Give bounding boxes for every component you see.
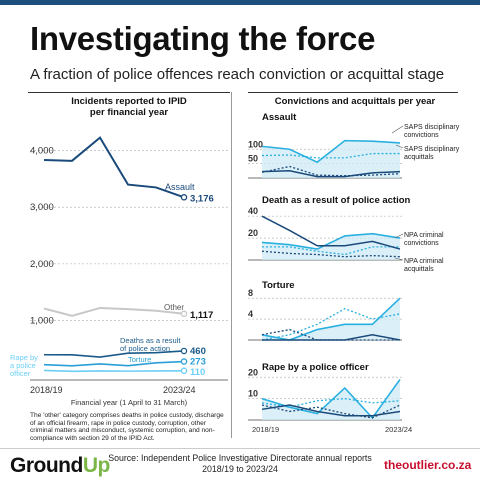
source-line-1: Source: Independent Police Investigative… — [108, 453, 372, 463]
left-series-line-assault — [43, 136, 185, 199]
legend-saps-acquittals: acquittals — [404, 154, 434, 161]
page-title: Investigating the force — [30, 20, 376, 57]
panel-line-saps-convictions-death — [261, 232, 401, 250]
panel-area-torture — [262, 298, 400, 340]
left-series-endpoint-other — [180, 310, 188, 318]
right-x-tick-label: 2018/19 — [252, 425, 279, 434]
left-end-value-label: 1,117 — [190, 310, 213, 321]
left-panel-heading: Incidents reported to IPID per financial… — [71, 96, 187, 118]
panel-line-npa-acquittals-rape — [261, 404, 401, 419]
panel-line-npa-acquittals-death — [261, 250, 401, 258]
left-y-tick-label: 1,000 — [30, 315, 54, 326]
left-series-line-other — [43, 306, 185, 317]
panel-line-npa-convictions-death — [261, 215, 401, 250]
panel-line-npa-convictions-assault — [261, 170, 401, 178]
legend-saps-convictions: convictions — [404, 132, 439, 139]
left-x-tick-label: 2023/24 — [163, 385, 196, 395]
panel-y-tick-label-torture: 8 — [248, 288, 253, 298]
panel-line-saps-convictions-torture — [261, 297, 401, 341]
left-end-value-label: 110 — [190, 367, 205, 378]
left-series-label-deaths: Deaths as a result — [120, 336, 181, 345]
legend-leader-line — [391, 125, 404, 134]
panel-line-saps-acquittals-assault — [261, 152, 400, 159]
footer — [0, 448, 480, 481]
source-line-2: 2018/19 to 2023/24 — [202, 464, 278, 474]
legend-npa-acquittals: NPA criminal — [404, 258, 444, 265]
left-series-line-rape — [43, 369, 185, 373]
legend-npa-convictions: convictions — [404, 240, 439, 247]
panel-line-npa-acquittals-assault — [261, 165, 401, 177]
panel-title-rape: Rape by a police officer — [262, 362, 369, 373]
right-divider — [248, 92, 458, 93]
left-series-label-rape: Rape by — [10, 353, 38, 362]
left-series-label-assault: Assault — [165, 182, 195, 192]
legend-leader-line — [395, 144, 404, 149]
panel-line-saps-convictions-assault — [261, 139, 401, 164]
theoutlier-logo[interactable]: theoutlier.co.za — [384, 458, 472, 472]
panel-y-tick-label-death: 20 — [248, 228, 258, 238]
legend-npa-acquittals: acquittals — [404, 266, 434, 273]
panel-line-npa-acquittals-torture — [261, 328, 400, 341]
right-x-tick-label: 2023/24 — [385, 425, 412, 434]
left-end-value-label: 273 — [190, 357, 206, 368]
panel-y-tick-label-rape: 20 — [248, 367, 258, 377]
panel-line-saps-acquittals-death — [262, 246, 400, 256]
charts-canvas: 1,000 2,000 3,000 4,000 2018/19 2023/24 Financ… — [10, 112, 460, 434]
panel-title-death: Death as a result of police action — [262, 195, 411, 206]
legend-leader-line — [394, 257, 404, 261]
panel-area-assault — [262, 140, 400, 178]
panel-y-tick-label-torture: 4 — [248, 309, 253, 319]
panel-y-tick-label-assault: 50 — [248, 154, 258, 164]
groundup-logo[interactable]: GroundUp — [10, 454, 110, 478]
left-series-line-torture — [43, 360, 185, 367]
left-y-tick-label: 2,000 — [30, 259, 54, 270]
left-series-endpoint-assault — [180, 194, 188, 201]
left-series-label-torture: Torture — [128, 355, 151, 364]
left-series-label-rape: officer — [10, 369, 31, 378]
left-end-value-label: 3,176 — [190, 193, 214, 204]
panel-y-tick-label-death: 40 — [248, 206, 258, 216]
panel-title-torture: Torture — [262, 280, 295, 291]
left-y-tick-label: 3,000 — [30, 202, 54, 213]
top-accent-bar — [0, 0, 480, 5]
left-divider — [28, 92, 230, 93]
vertical-divider — [231, 92, 232, 438]
left-x-axis-label: Financial year (1 April to 31 March) — [71, 398, 188, 407]
groundup-logo-b: Up — [82, 454, 111, 477]
left-series-endpoint-torture — [180, 358, 188, 365]
panel-y-tick-label-rape: 10 — [248, 389, 258, 399]
left-end-value-label: 460 — [190, 346, 206, 357]
right-panel-heading: Convictions and acquittals per year — [274, 96, 436, 107]
panel-line-saps-acquittals-rape — [261, 397, 401, 408]
page-subtitle: A fraction of police offences reach conv… — [30, 66, 445, 83]
legend-npa-convictions: NPA criminal — [404, 232, 444, 239]
panel-area-rape — [262, 379, 400, 420]
source-note: Source: Independent Police Investigative… — [0, 453, 480, 475]
left-series-label-other: Other — [164, 303, 184, 312]
left-series-label-rape: a police — [10, 361, 36, 370]
left-series-endpoint-rape — [180, 367, 188, 375]
legend-leader-line — [394, 233, 404, 239]
panel-y-tick-label-assault: 100 — [248, 139, 263, 149]
panel-area-death — [262, 233, 400, 260]
footnote: The 'other' category comprises deaths in… — [30, 412, 224, 442]
left-series-label-deaths: of police action — [120, 344, 170, 353]
panel-line-saps-acquittals-torture — [261, 307, 401, 341]
legend-saps-acquittals: SAPS disciplinary — [404, 146, 460, 153]
legend-saps-convictions: SAPS disciplinary — [404, 124, 460, 131]
groundup-logo-a: Ground — [10, 454, 83, 477]
left-x-tick-label: 2018/19 — [30, 385, 63, 395]
left-series-endpoint-deaths — [180, 347, 188, 355]
panel-line-npa-convictions-torture — [262, 334, 401, 341]
panel-title-assault: Assault — [262, 112, 297, 123]
left-series-line-deaths — [43, 350, 185, 358]
left-y-tick-label: 4,000 — [30, 146, 54, 157]
